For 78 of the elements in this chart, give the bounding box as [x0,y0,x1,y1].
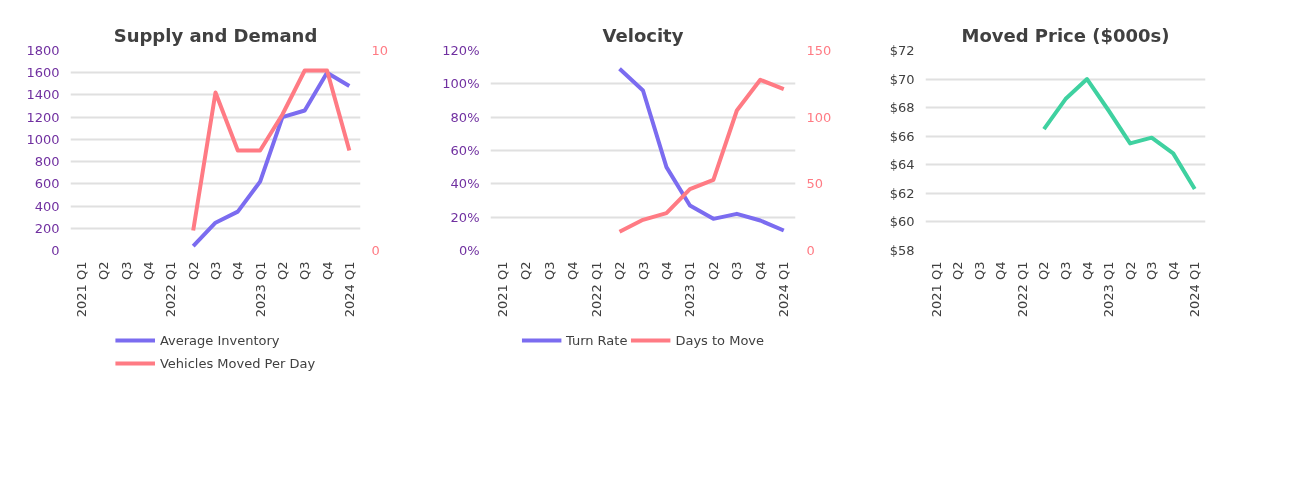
x-tick-label: Q4 [565,261,581,280]
y-tick-label: 0 [51,243,60,258]
y2-tick-label: 150 [806,43,832,58]
x-tick-label: 2024 Q1 [1187,261,1203,318]
y2-tick-label: 0 [806,243,815,258]
x-tick-label: 2022 Q1 [588,261,604,318]
y2-tick-label: 0 [371,243,380,258]
x-tick-label: 2021 Q1 [74,261,90,318]
y-tick-label: 80% [450,109,480,125]
legend-label: Turn Rate [565,332,628,348]
x-tick-label: Q3 [541,261,557,280]
y-tick-label: 1800 [26,43,60,58]
x-tick-label: 2024 Q1 [341,261,357,318]
x-tick-label: Q2 [96,261,112,280]
x-tick-label: Q4 [1079,261,1095,280]
x-tick-label: Q4 [319,261,335,280]
y-tick-label: 800 [34,154,60,170]
x-tick-label: 2021 Q1 [494,261,510,318]
y-tick-label: $60 [889,214,915,230]
y-tick-label: $72 [889,43,915,58]
x-tick-label: Q4 [658,261,674,280]
legend-label: Average Inventory [159,332,280,348]
x-tick-label: Q4 [230,261,246,280]
y-tick-label: 1200 [26,109,60,125]
x-tick-label: Q3 [297,261,313,280]
y-tick-label: $58 [889,243,915,258]
legend-label: Days to Move [675,332,765,348]
y-tick-label: 200 [34,220,60,236]
y-tick-label: 20% [450,209,480,225]
x-tick-label: 2022 Q1 [1014,261,1030,318]
x-tick-label: Q2 [612,261,628,280]
y-tick-label: 120% [442,43,480,58]
x-tick-label: Q3 [118,261,134,280]
line-series [1041,77,1197,192]
x-tick-label: Q4 [141,261,157,280]
y-tick-label: 1600 [26,65,60,81]
chart-title: Velocity [602,24,684,46]
y-tick-label: $64 [889,157,915,173]
x-tick-label: Q4 [993,261,1009,280]
x-tick-label: Q3 [729,261,745,280]
x-tick-label: 2023 Q1 [682,261,698,318]
y2-tick-label: 100 [806,109,832,125]
y-tick-label: 100% [442,76,480,92]
x-tick-label: 2022 Q1 [163,261,179,318]
y-tick-label: $68 [889,100,915,116]
y-tick-label: $66 [889,128,915,144]
x-tick-label: Q2 [1036,261,1052,280]
y-tick-label: $70 [889,71,915,87]
x-tick-label: Q2 [518,261,534,280]
x-tick-label: 2024 Q1 [776,261,792,318]
x-tick-label: 2021 Q1 [928,261,944,318]
x-tick-label: Q2 [705,261,721,280]
x-tick-label: 2023 Q1 [252,261,268,318]
y-tick-label: 60% [450,143,480,158]
y-tick-label: 600 [34,176,60,192]
x-tick-label: Q3 [635,261,651,280]
y-tick-label: 40% [450,176,480,192]
chart-title: Moved Price ($000s) [961,24,1170,46]
legend-label: Vehicles Moved Per Day [159,355,316,371]
x-tick-label: Q2 [1122,261,1138,280]
x-tick-label: 2023 Q1 [1101,261,1117,318]
x-tick-label: Q4 [1165,261,1181,280]
y-tick-label: 1400 [26,87,60,103]
x-tick-label: Q3 [971,261,987,280]
x-tick-label: Q3 [208,261,223,280]
chart-title: Supply and Demand [113,24,318,46]
y-tick-label: 0% [458,243,480,258]
x-tick-label: Q3 [1144,261,1160,280]
y-tick-label: 400 [34,198,60,214]
x-tick-label: Q2 [274,261,290,280]
x-tick-label: Q4 [752,261,768,280]
y2-tick-label: 10 [371,43,389,58]
x-tick-label: Q2 [950,261,966,280]
y-tick-label: $62 [889,185,915,201]
y2-tick-label: 50 [806,176,824,192]
x-tick-label: Q2 [185,261,201,280]
y-tick-label: 1000 [26,131,60,147]
x-tick-label: Q3 [1058,261,1073,280]
